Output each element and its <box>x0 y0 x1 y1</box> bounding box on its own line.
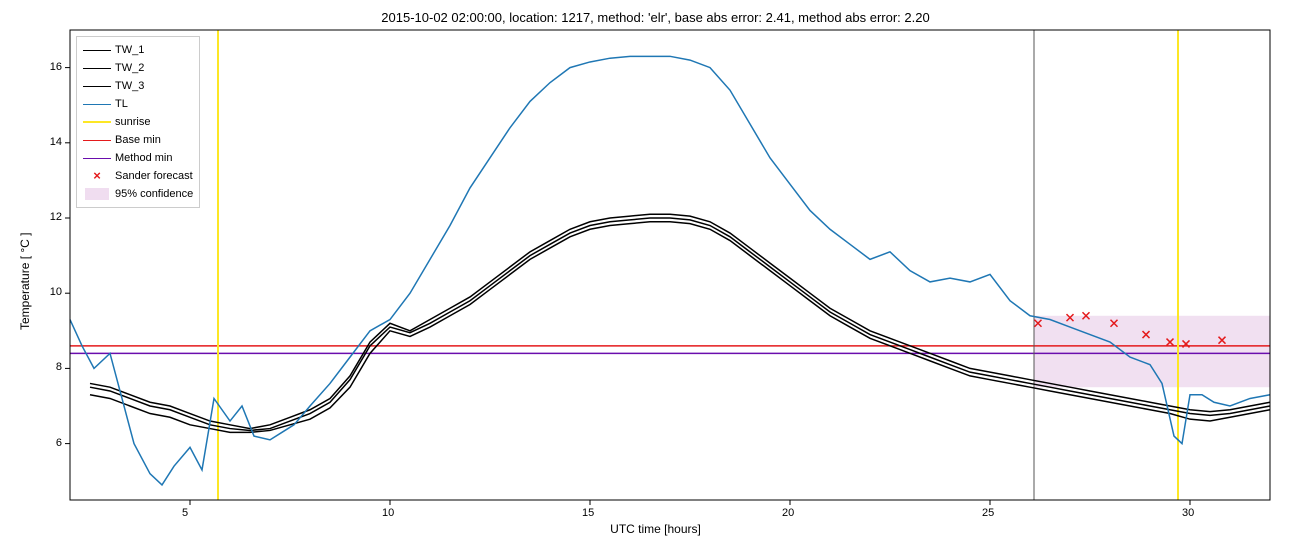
legend-label: 95% confidence <box>115 188 193 200</box>
x-tick-label: 25 <box>982 507 994 519</box>
legend-label: Method min <box>115 152 172 164</box>
y-tick-label: 8 <box>56 361 62 373</box>
legend-entry: TW_2 <box>83 59 193 77</box>
legend-entry: TW_3 <box>83 77 193 95</box>
legend-line-icon <box>83 121 111 123</box>
series-TL <box>70 56 1270 485</box>
legend-entry: sunrise <box>83 113 193 131</box>
legend-label: TL <box>115 98 128 110</box>
legend-swatch <box>83 97 111 111</box>
y-tick-label: 10 <box>50 286 62 298</box>
legend-entry: Method min <box>83 149 193 167</box>
legend-entry: TL <box>83 95 193 113</box>
x-tick-label: 20 <box>782 507 794 519</box>
legend-swatch <box>83 43 111 57</box>
x-tick-label: 5 <box>182 507 188 519</box>
legend-swatch <box>83 61 111 75</box>
legend-line-icon <box>83 104 111 105</box>
y-tick-label: 12 <box>50 211 62 223</box>
legend-swatch <box>83 115 111 129</box>
legend-label: TW_2 <box>115 62 144 74</box>
plot-border <box>70 30 1270 500</box>
chart-container: 2015-10-02 02:00:00, location: 1217, met… <box>0 0 1311 547</box>
legend-label: TW_1 <box>115 44 144 56</box>
legend-swatch <box>83 187 111 201</box>
y-tick-label: 16 <box>50 61 62 73</box>
legend-entry: × Sander forecast <box>83 167 193 185</box>
legend-label: Sander forecast <box>115 170 193 182</box>
legend-line-icon <box>83 50 111 51</box>
legend-swatch <box>83 79 111 93</box>
legend-entry: 95% confidence <box>83 185 193 203</box>
y-tick-label: 14 <box>50 136 62 148</box>
legend-marker-icon: × <box>93 169 101 183</box>
legend-label: Base min <box>115 134 161 146</box>
legend-entry: Base min <box>83 131 193 149</box>
plot-border-top <box>70 30 1270 500</box>
legend-patch-icon <box>85 188 109 200</box>
legend: TW_1 TW_2 TW_3 TL sunrise Base min Method min ×… <box>76 36 200 208</box>
legend-line-icon <box>83 158 111 159</box>
legend-line-icon <box>83 140 111 141</box>
x-tick-label: 15 <box>582 507 594 519</box>
legend-swatch <box>83 133 111 147</box>
legend-entry: TW_1 <box>83 41 193 59</box>
legend-label: sunrise <box>115 116 150 128</box>
legend-swatch <box>83 151 111 165</box>
legend-line-icon <box>83 68 111 69</box>
legend-line-icon <box>83 86 111 87</box>
y-tick-label: 6 <box>56 437 62 449</box>
x-tick-label: 30 <box>1182 507 1194 519</box>
legend-label: TW_3 <box>115 80 144 92</box>
legend-swatch: × <box>83 169 111 183</box>
x-tick-label: 10 <box>382 507 394 519</box>
